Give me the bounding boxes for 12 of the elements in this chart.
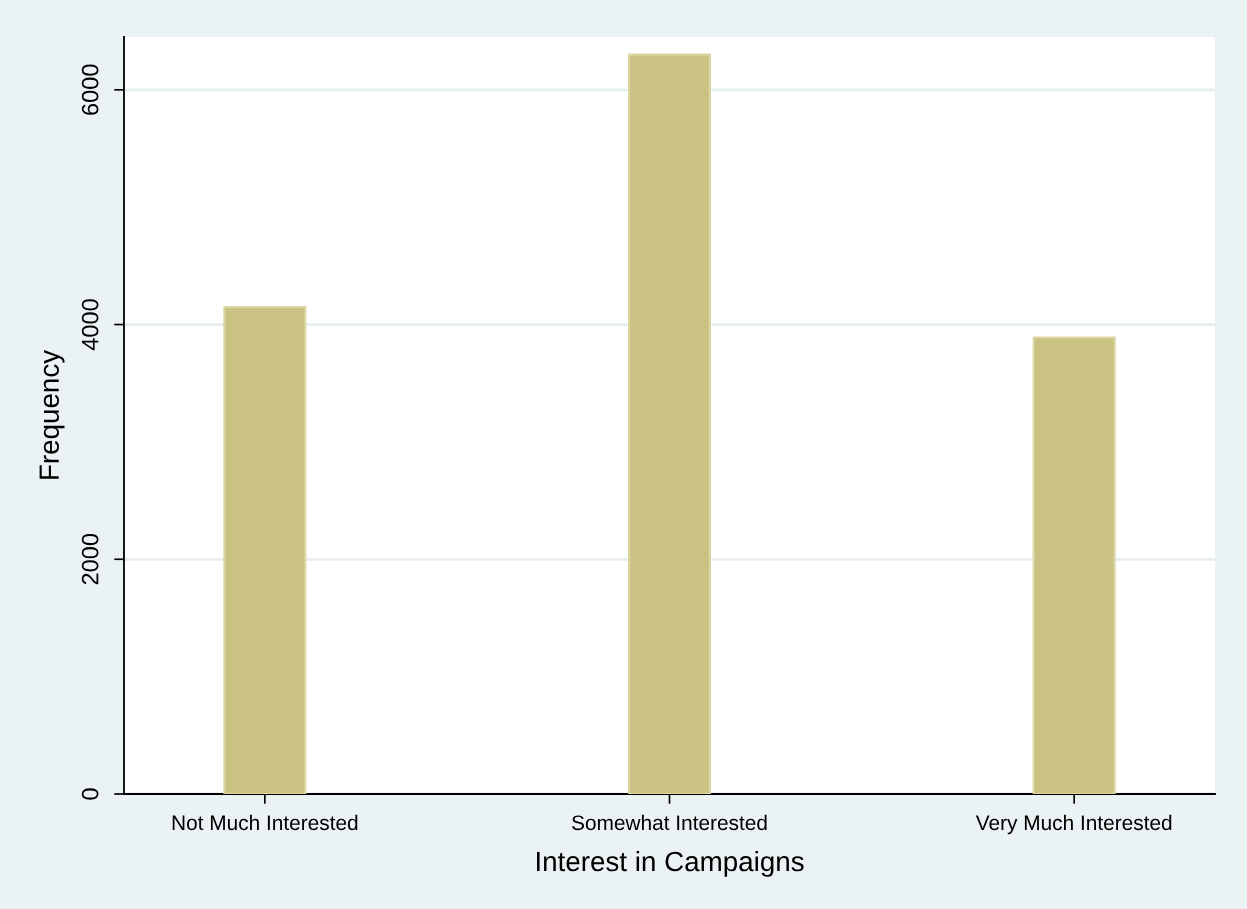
x-tick-label: Very Much Interested [975, 814, 1172, 835]
bar [627, 53, 712, 794]
y-tick-label: 0 [81, 788, 99, 800]
y-tick-label: 2000 [81, 533, 99, 585]
y-axis-title: Frequency [39, 349, 65, 479]
y-tick-label: 6000 [81, 64, 99, 115]
bar [223, 305, 307, 794]
x-tick-label: Not Much Interested [172, 814, 358, 831]
bar [1032, 336, 1116, 794]
y-tick-label: 4000 [81, 299, 99, 351]
x-tick-label: Somewhat Interested [572, 814, 767, 831]
x-axis-title: Interest in Campaigns [536, 850, 804, 877]
